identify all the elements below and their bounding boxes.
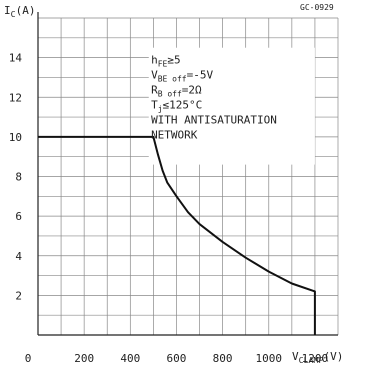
y-tick-label: 8	[15, 171, 22, 184]
x-tick-label: 400	[120, 352, 140, 365]
figure-code: GC-0929	[300, 3, 334, 12]
annotation-line: hFE≥5	[151, 54, 181, 69]
x-tick-label: 800	[213, 352, 233, 365]
axis-labels: IC(A) VCLAMP(V)	[4, 4, 343, 365]
x-tick-label: 0	[25, 352, 32, 365]
annotation-line: RB off=2Ω	[151, 84, 202, 99]
y-axis-label: IC(A)	[4, 4, 35, 19]
series-group	[38, 135, 316, 335]
annotation-line: WITH ANTISATURATION	[151, 114, 277, 127]
y-tick-label: 12	[9, 91, 22, 104]
chart-axes	[37, 12, 338, 336]
annotation-box	[148, 47, 315, 165]
x-tick-label: 1000	[256, 352, 283, 365]
tick-labels: 0 200 400 600 800 1000 1200 2 4 6 8 10 12 14	[9, 52, 328, 365]
annotation-line: Tj≤125°C	[151, 99, 202, 114]
y-tick-label: 14	[9, 52, 23, 65]
annotation-line: VBE off=-5V	[151, 69, 213, 84]
x-tick-label: 200	[74, 352, 94, 365]
y-tick-label: 10	[9, 131, 22, 144]
x-tick-label: 1200	[302, 352, 329, 365]
x-tick-label: 600	[167, 352, 187, 365]
y-tick-label: 6	[15, 210, 22, 223]
annotation-line: NETWORK	[151, 129, 198, 142]
x-axis-label: VCLAMP(V)	[292, 350, 343, 365]
y-tick-label: 2	[15, 289, 22, 302]
series-line	[38, 135, 316, 335]
y-tick-label: 4	[15, 250, 22, 263]
